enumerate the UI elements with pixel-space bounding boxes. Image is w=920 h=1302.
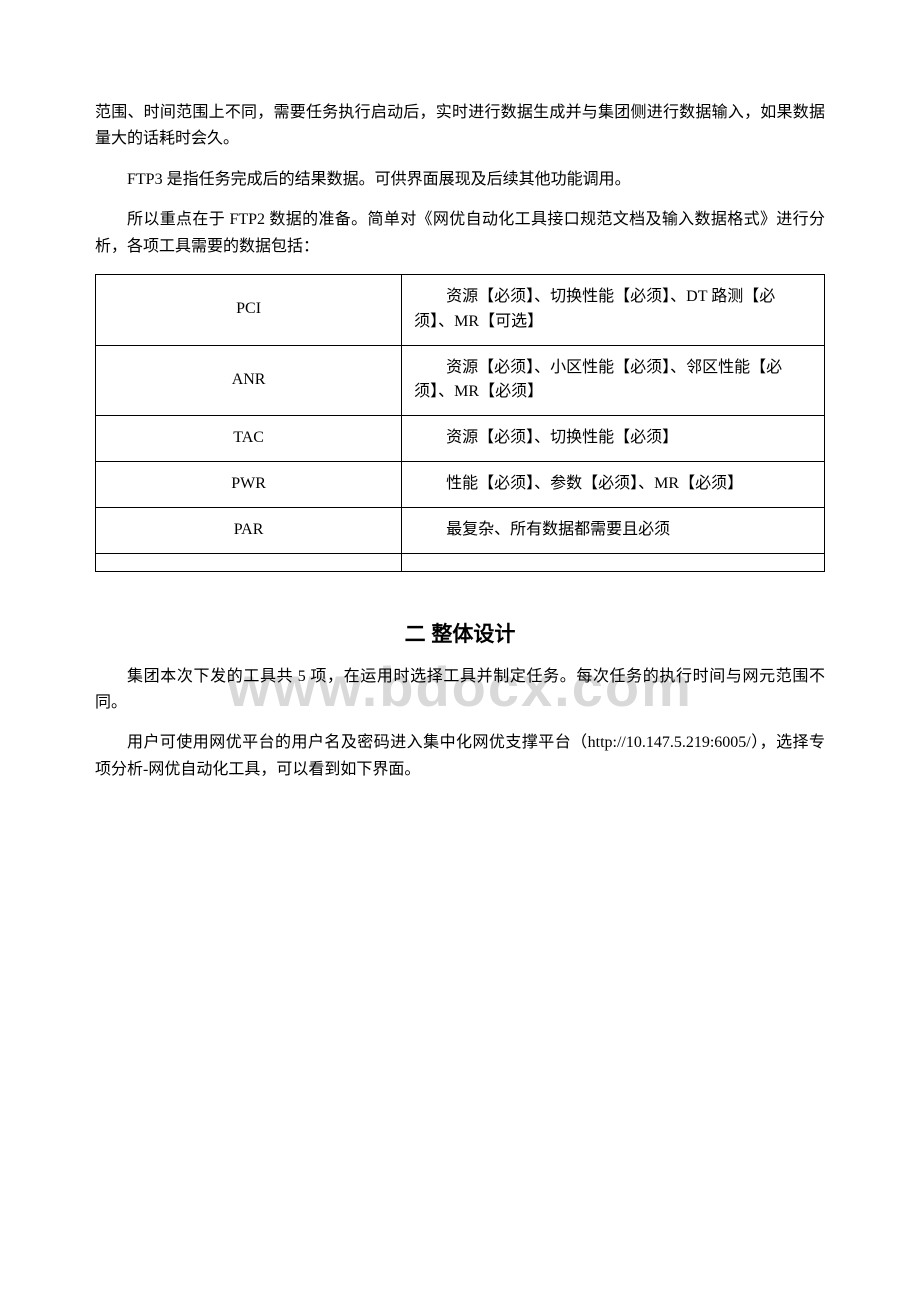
table-empty-row bbox=[96, 553, 825, 571]
table-cell-value: 资源【必须】、小区性能【必须】、邻区性能【必须】、MR【必须】 bbox=[402, 345, 825, 416]
table-cell-value: 最复杂、所有数据都需要且必须 bbox=[402, 507, 825, 553]
table-row: PWR 性能【必须】、参数【必须】、MR【必须】 bbox=[96, 461, 825, 507]
table-empty-cell bbox=[96, 553, 402, 571]
paragraph-2: FTP3 是指任务完成后的结果数据。可供界面展现及后续其他功能调用。 bbox=[95, 167, 825, 193]
table-cell-key: PWR bbox=[96, 461, 402, 507]
table-row: PCI 资源【必须】、切换性能【必须】、DT 路测【必须】、MR【可选】 bbox=[96, 274, 825, 345]
paragraph-3: 所以重点在于 FTP2 数据的准备。简单对《网优自动化工具接口规范文档及输入数据… bbox=[95, 207, 825, 260]
section2-paragraph-1: 集团本次下发的工具共 5 项，在运用时选择工具并制定任务。每次任务的执行时间与网… bbox=[95, 664, 825, 717]
section2-paragraph-2: 用户可使用网优平台的用户名及密码进入集中化网优支撑平台（http://10.14… bbox=[95, 730, 825, 783]
table-row: PAR 最复杂、所有数据都需要且必须 bbox=[96, 507, 825, 553]
section-heading-2: 二 整体设计 bbox=[95, 618, 825, 648]
table-cell-key: ANR bbox=[96, 345, 402, 416]
table-cell-key: PCI bbox=[96, 274, 402, 345]
table-cell-value: 资源【必须】、切换性能【必须】、DT 路测【必须】、MR【可选】 bbox=[402, 274, 825, 345]
table-cell-value: 资源【必须】、切换性能【必须】 bbox=[402, 416, 825, 462]
table-cell-key: TAC bbox=[96, 416, 402, 462]
tools-data-table: PCI 资源【必须】、切换性能【必须】、DT 路测【必须】、MR【可选】 ANR… bbox=[95, 274, 825, 572]
table-row: ANR 资源【必须】、小区性能【必须】、邻区性能【必须】、MR【必须】 bbox=[96, 345, 825, 416]
table-row: TAC 资源【必须】、切换性能【必须】 bbox=[96, 416, 825, 462]
document-content: 范围、时间范围上不同，需要任务执行启动后，实时进行数据生成并与集团侧进行数据输入… bbox=[95, 100, 825, 783]
table-cell-value: 性能【必须】、参数【必须】、MR【必须】 bbox=[402, 461, 825, 507]
table-cell-key: PAR bbox=[96, 507, 402, 553]
table-empty-cell bbox=[402, 553, 825, 571]
paragraph-1: 范围、时间范围上不同，需要任务执行启动后，实时进行数据生成并与集团侧进行数据输入… bbox=[95, 100, 825, 153]
